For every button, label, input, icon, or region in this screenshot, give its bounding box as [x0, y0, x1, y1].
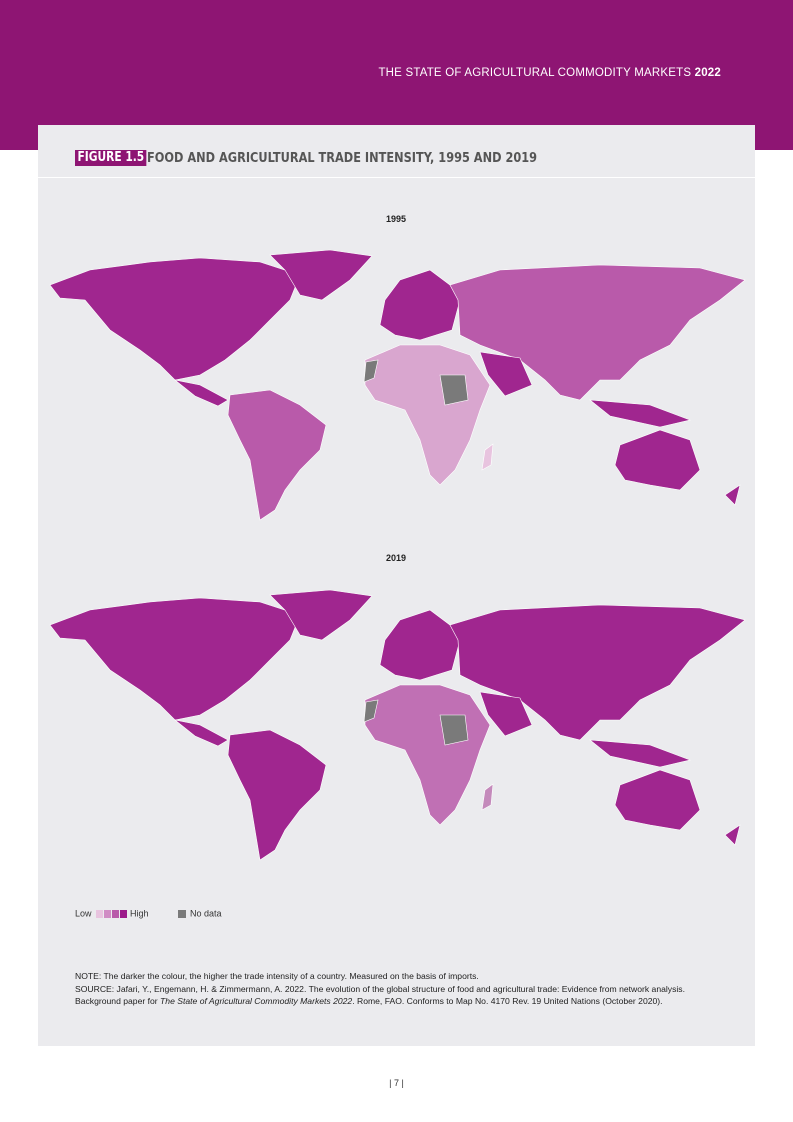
legend-no-data: No data	[190, 908, 222, 918]
world-map	[49, 249, 746, 521]
region	[49, 597, 301, 721]
source-text: . Rome, FAO. Conforms to Map No. 4170 Re…	[352, 996, 663, 1006]
region	[481, 443, 494, 471]
region	[269, 589, 373, 641]
source-title: The State of Agricultural Commodity Mark…	[160, 996, 353, 1006]
region	[269, 249, 373, 301]
world-map	[49, 589, 746, 861]
source: SOURCE: Jafari, Y., Engemann, H. & Zimme…	[75, 983, 715, 1008]
region	[449, 264, 746, 401]
legend-high: High	[130, 908, 149, 918]
legend-swatch	[96, 910, 103, 918]
region	[449, 604, 746, 741]
region	[481, 783, 494, 811]
legend: Low High No data	[75, 908, 222, 918]
region	[724, 484, 741, 506]
map-year: 2019	[386, 553, 406, 563]
region	[364, 344, 491, 486]
region	[174, 719, 229, 747]
legend-low: Low	[75, 908, 92, 918]
region	[364, 684, 491, 826]
note: NOTE: The darker the colour, the higher …	[75, 971, 479, 981]
figure-notes: NOTE: The darker the colour, the higher …	[75, 970, 715, 1008]
region	[589, 739, 692, 768]
region	[589, 399, 692, 428]
page-number: | 7 |	[389, 1078, 404, 1088]
legend-swatch	[178, 910, 186, 918]
legend-swatch	[120, 910, 127, 918]
region	[174, 379, 229, 407]
running-title: THE STATE OF AGRICULTURAL COMMODITY MARK…	[378, 67, 721, 79]
no-data-region	[363, 699, 379, 723]
region	[227, 729, 327, 861]
no-data-region	[363, 359, 379, 383]
maps: 1995 2019	[49, 214, 746, 918]
figure-label: FIGURE 1.5	[75, 150, 147, 166]
figure-titlebar: FIGURE 1.5 FOOD AND AGRICULTURAL TRADE I…	[38, 125, 755, 178]
region	[479, 351, 533, 397]
legend-swatch	[112, 910, 119, 918]
region	[379, 609, 461, 681]
region	[49, 257, 301, 381]
region	[227, 389, 327, 521]
running-title-text: THE STATE OF AGRICULTURAL COMMODITY MARK…	[378, 67, 692, 79]
no-data-region	[439, 714, 469, 746]
region	[614, 429, 701, 491]
legend-swatch	[104, 910, 111, 918]
region	[379, 269, 461, 341]
region	[479, 691, 533, 737]
source-text: SOURCE: Jafari, Y., Engemann, H. & Zimme…	[75, 983, 685, 1007]
no-data-region	[439, 374, 469, 406]
region	[614, 769, 701, 831]
running-year: 2022	[694, 67, 721, 79]
figure-title: FOOD AND AGRICULTURAL TRADE INTENSITY, 1…	[147, 150, 538, 166]
region	[724, 824, 741, 846]
map-year: 1995	[386, 214, 406, 224]
